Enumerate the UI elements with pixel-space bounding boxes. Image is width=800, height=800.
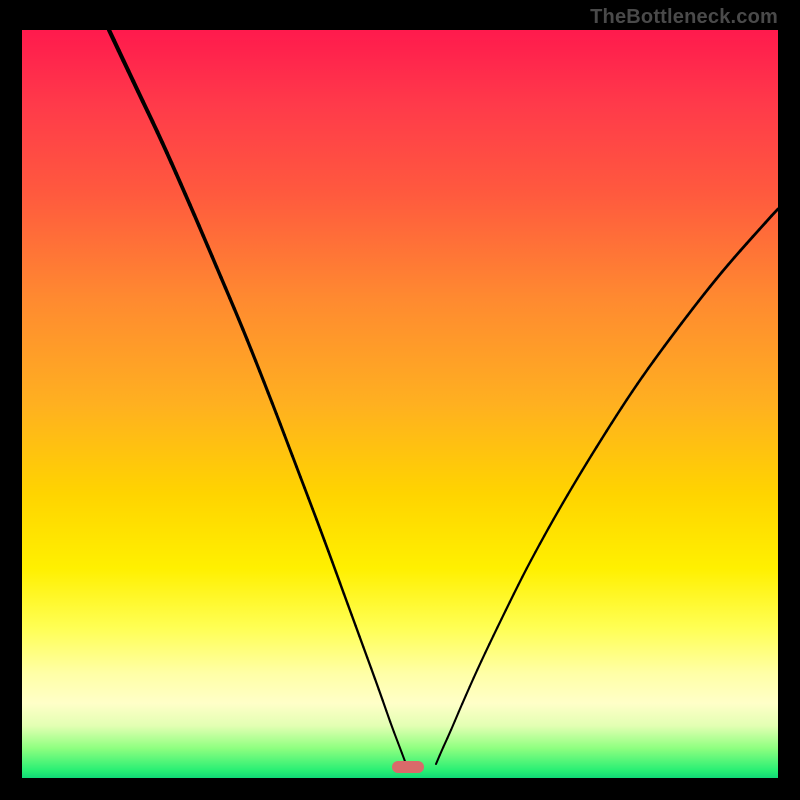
curve-right (436, 209, 778, 764)
chart-frame: TheBottleneck.com (0, 0, 800, 800)
curve-left (109, 30, 406, 764)
plot-area (22, 30, 778, 778)
optimum-marker (392, 761, 424, 773)
watermark-text: TheBottleneck.com (590, 6, 778, 29)
curve-svg (22, 30, 778, 778)
